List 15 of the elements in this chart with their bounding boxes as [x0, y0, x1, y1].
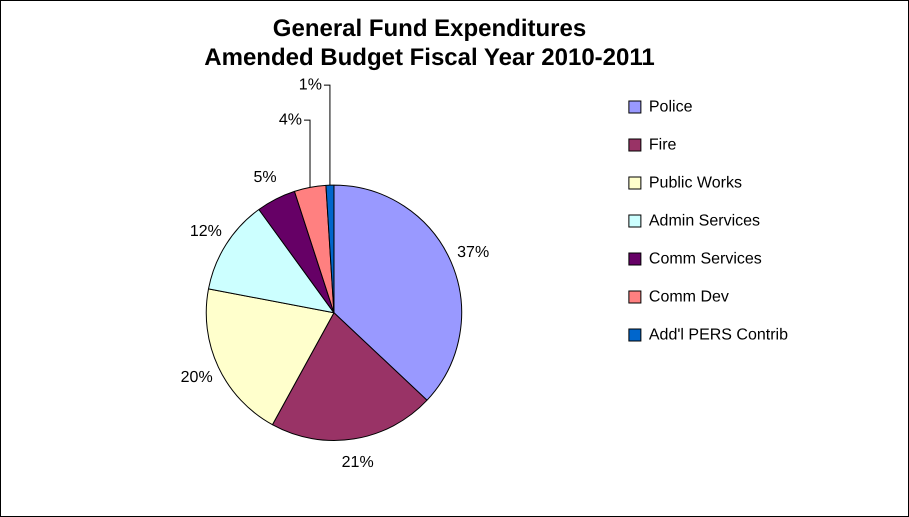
legend-label: Fire: [648, 136, 677, 154]
data-label: 12%: [190, 222, 222, 240]
legend-label: Public Works: [648, 174, 742, 192]
legend-label: Comm Dev: [648, 288, 729, 306]
data-label: 21%: [342, 454, 374, 472]
data-label: 37%: [457, 244, 490, 261]
legend-label: Comm Services: [648, 250, 762, 268]
data-label: 5%: [254, 169, 277, 186]
legend-label: Admin Services: [648, 212, 760, 230]
data-label: 20%: [180, 368, 213, 386]
legend-label: Police: [648, 98, 693, 116]
chart-title: General Fund Expenditures Amended Budget Fiscal Year 2010-2011: [204, 15, 655, 71]
legend-label: Add'l PERS Contrib: [648, 326, 788, 344]
data-label: 4%: [278, 112, 302, 129]
data-label: 1%: [298, 76, 322, 94]
